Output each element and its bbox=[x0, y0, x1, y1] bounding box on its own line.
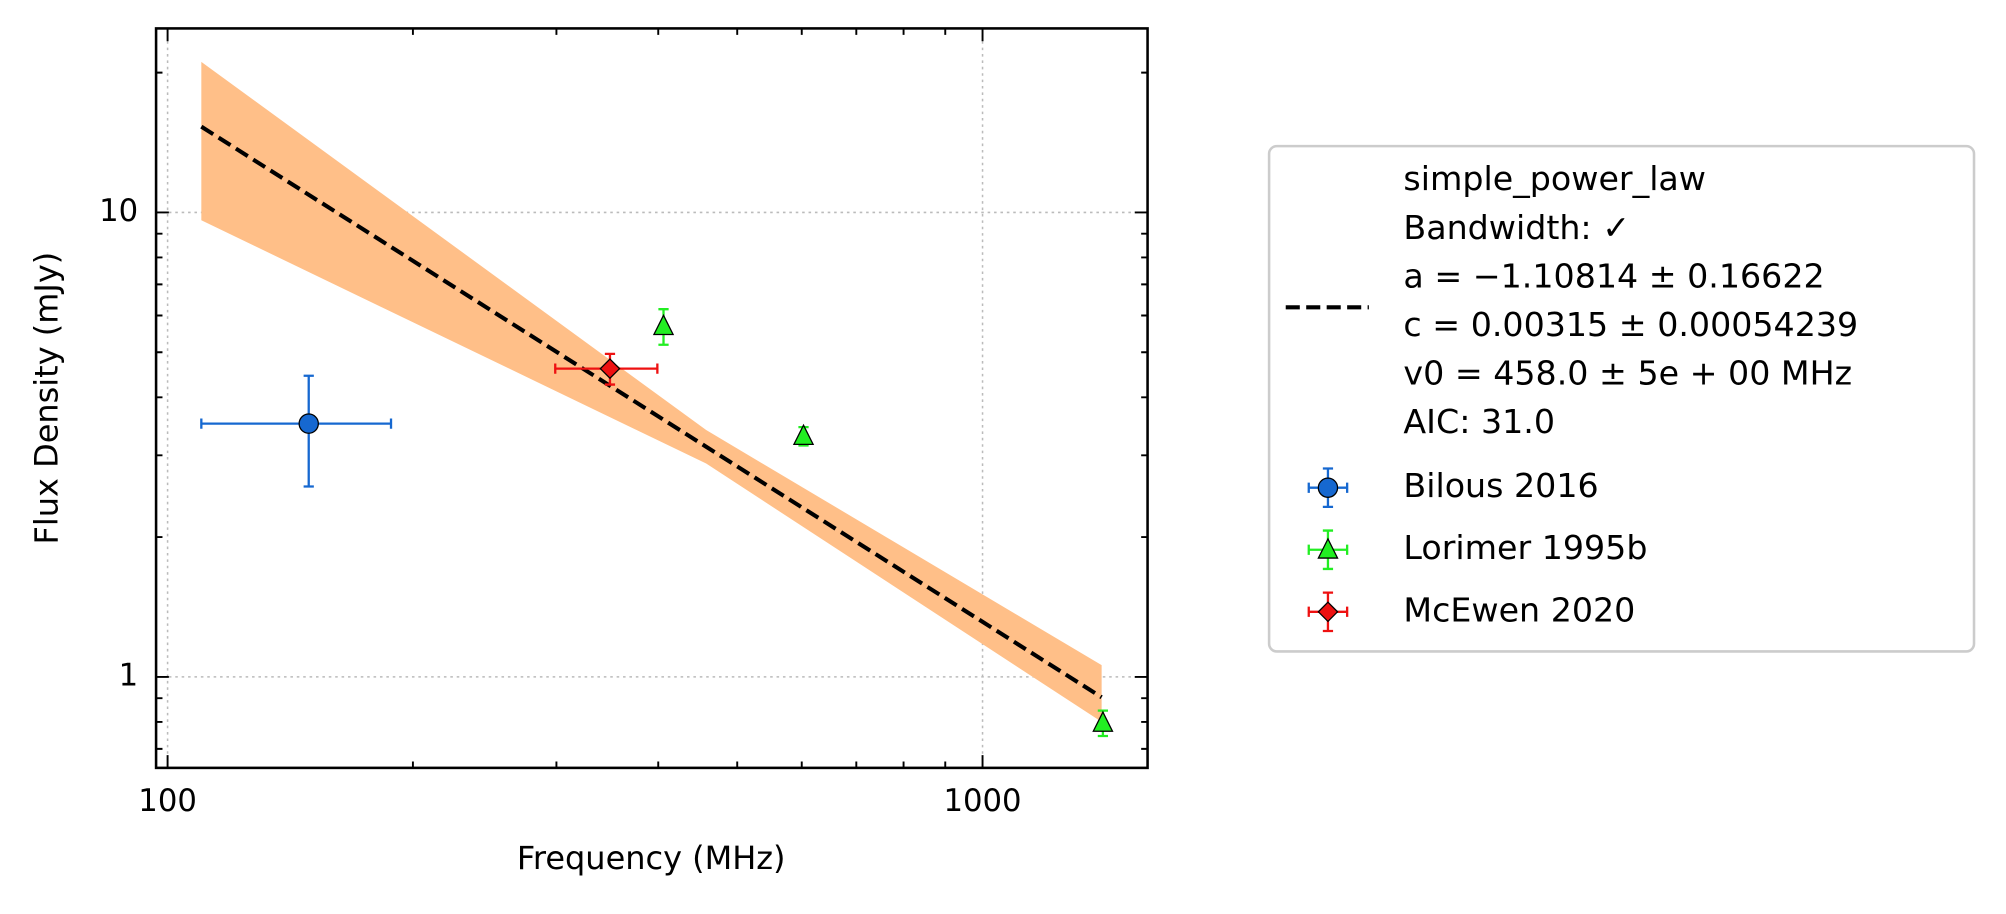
legend-label: AIC: 31.0 bbox=[1403, 402, 1555, 441]
legend-label: c = 0.00315 ± 0.00054239 bbox=[1403, 305, 1858, 344]
y-axis-label: Flux Density (mJy) bbox=[28, 252, 66, 545]
data-point bbox=[1092, 710, 1114, 732]
legend-label: v0 = 458.0 ± 5e + 00 MHz bbox=[1403, 354, 1852, 393]
legend-label: simple_power_law bbox=[1403, 159, 1706, 198]
legend-label: McEwen 2020 bbox=[1403, 590, 1635, 629]
legend-label: Bandwidth: ✓ bbox=[1403, 208, 1630, 247]
y-tick-label: 10 bbox=[99, 194, 138, 229]
legend-label: a = −1.10814 ± 0.16622 bbox=[1403, 256, 1824, 295]
legend-marker bbox=[1317, 477, 1339, 498]
x-tick-label: 100 bbox=[138, 784, 197, 819]
legend-marker bbox=[1317, 601, 1339, 623]
x-axis-label: Frequency (MHz) bbox=[517, 839, 786, 877]
error-bar-x bbox=[200, 418, 393, 429]
data-point bbox=[599, 358, 621, 380]
data-point bbox=[792, 423, 815, 446]
fit-line bbox=[200, 124, 1103, 699]
legend-box bbox=[1267, 144, 1976, 653]
fit-band bbox=[201, 61, 1102, 722]
legend-marker bbox=[1317, 537, 1339, 559]
data-point bbox=[652, 313, 675, 336]
x-tick-label: 1000 bbox=[943, 784, 1021, 819]
y-tick-label: 1 bbox=[119, 658, 139, 693]
legend-label: Lorimer 1995b bbox=[1403, 528, 1647, 567]
legend-label: Bilous 2016 bbox=[1403, 466, 1598, 505]
data-point bbox=[298, 413, 319, 434]
